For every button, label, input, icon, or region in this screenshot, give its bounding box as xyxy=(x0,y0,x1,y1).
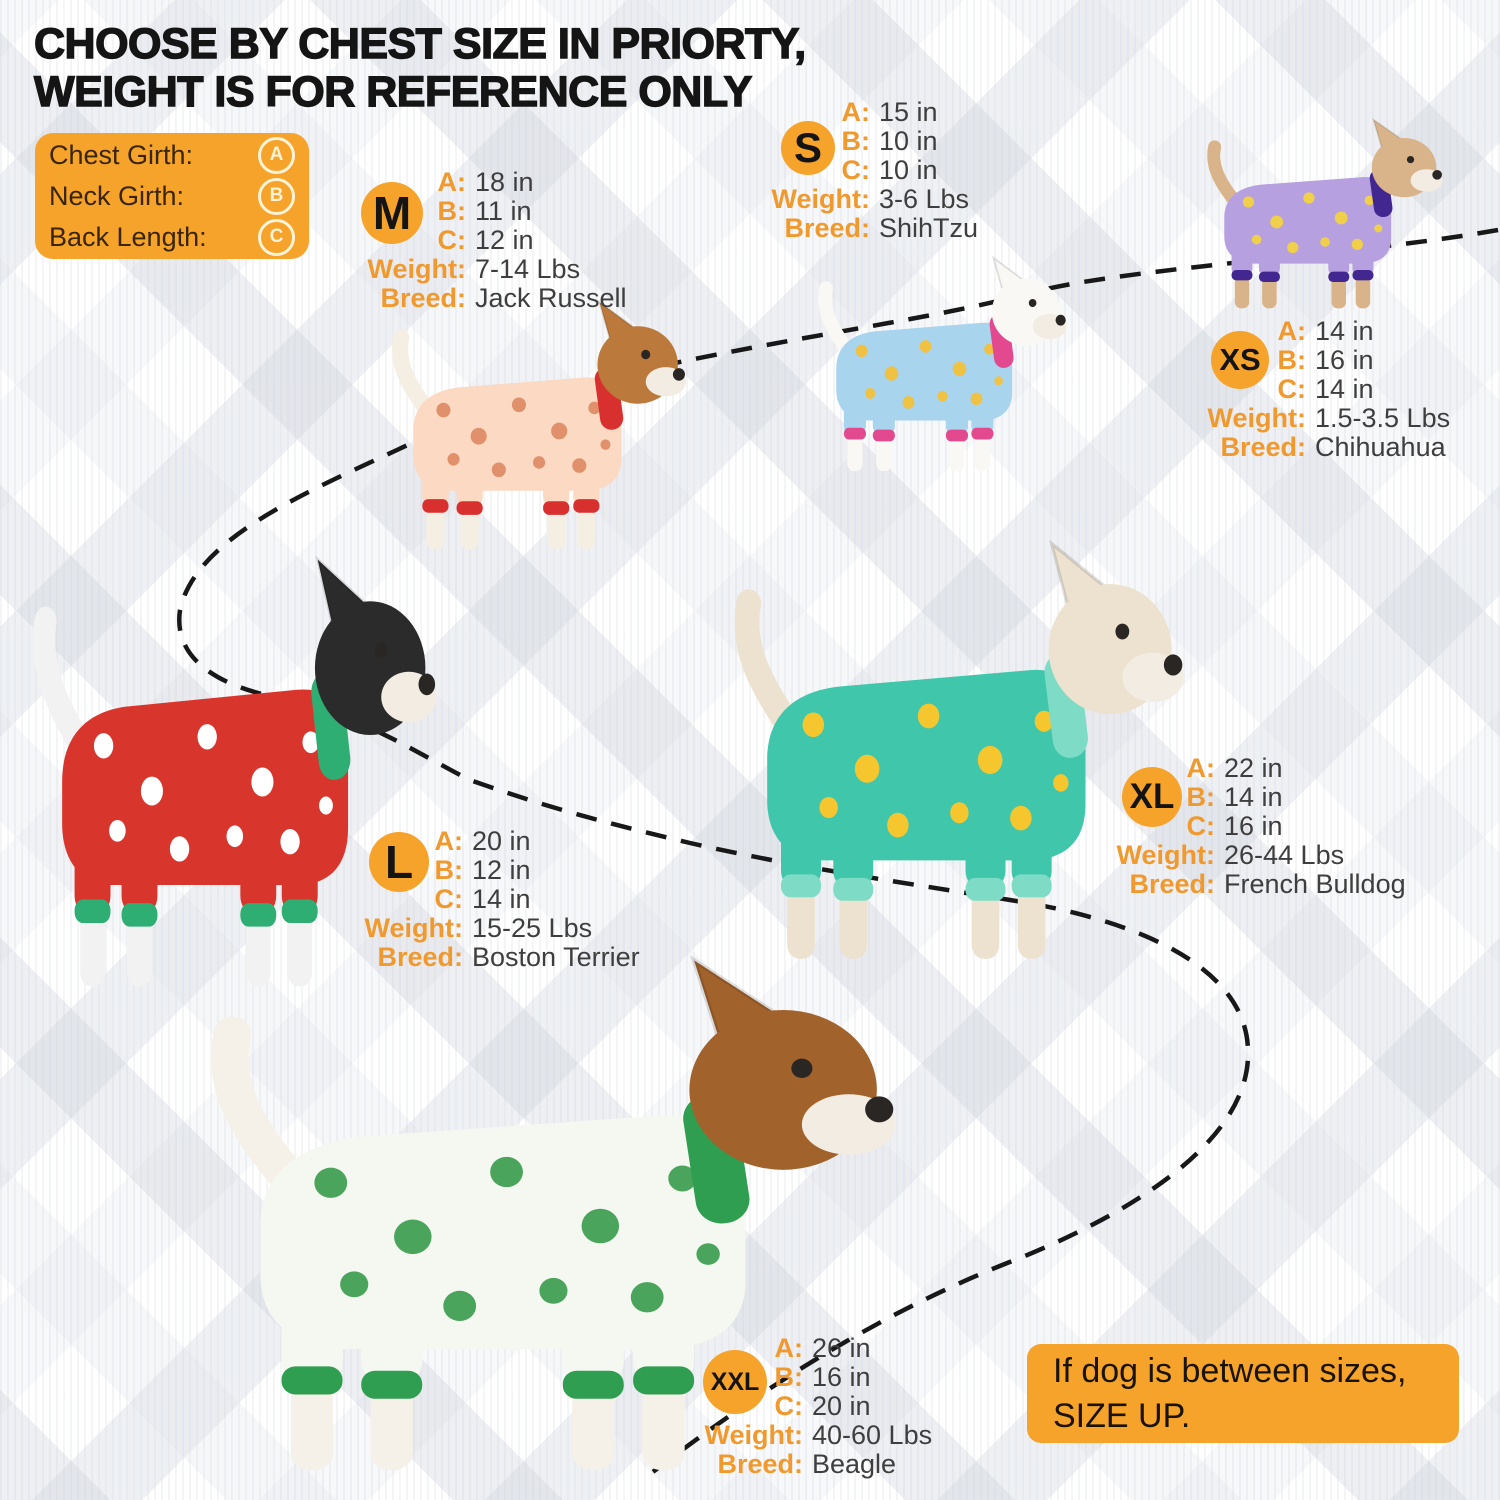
value-weight: 15-25 Lbs xyxy=(472,913,593,943)
value-neck-girth: 16 in xyxy=(1315,345,1374,375)
dog-photo-jack-russell xyxy=(368,300,690,562)
value-breed: ShihTzu xyxy=(879,213,979,243)
size-badge-xl: XL xyxy=(1122,767,1182,827)
size-specs-xl: A: 22 in B: 14 in C: 16 in Weight: 26-44 Lbs… xyxy=(1105,754,1406,899)
label-neck-girth: B: xyxy=(1186,782,1216,812)
legend-row-chest: Chest Girth: A xyxy=(49,136,295,174)
label-neck-girth: B: xyxy=(774,1362,804,1392)
size-badge-xs: XS xyxy=(1211,331,1269,389)
size-specs-s: A: 15 in B: 10 in C: 10 in Weight: 3-6 Lbs B… xyxy=(760,97,979,243)
label-breed: Breed: xyxy=(1220,432,1306,462)
label-back-length: C: xyxy=(1186,811,1216,841)
legend-label-back: Back Length: xyxy=(49,221,207,252)
value-weight: 26-44 Lbs xyxy=(1224,840,1345,870)
dog-photo-shihtzu xyxy=(798,256,1070,482)
value-chest-girth: 15 in xyxy=(879,97,938,127)
label-chest-girth: A: xyxy=(434,826,464,856)
value-back-length: 20 in xyxy=(812,1391,871,1421)
value-back-length: 14 in xyxy=(1315,374,1374,404)
size-badge-s: S xyxy=(781,121,835,175)
size-specs-xs: A: 14 in B: 16 in C: 14 in Weight: 1.5-3.5 L… xyxy=(1196,316,1451,462)
label-breed: Breed: xyxy=(717,1449,803,1479)
size-up-note-line2: SIZE UP. xyxy=(1053,1396,1191,1435)
value-weight: 7-14 Lbs xyxy=(475,254,581,284)
value-breed: Beagle xyxy=(812,1449,897,1479)
value-neck-girth: 11 in xyxy=(475,196,532,226)
value-breed: Jack Russell xyxy=(475,283,627,313)
size-badge-m: M xyxy=(361,182,423,244)
circled-a-icon: A xyxy=(258,136,295,174)
value-chest-girth: 20 in xyxy=(472,826,531,856)
circled-b-icon: B xyxy=(258,177,295,215)
dog-photo-chihuahua xyxy=(1188,118,1446,318)
label-breed: Breed: xyxy=(380,283,466,313)
label-weight: Weight: xyxy=(367,254,466,284)
label-chest-girth: A: xyxy=(1277,316,1307,346)
label-weight: Weight: xyxy=(771,184,870,214)
measurement-legend: Chest Girth: A Neck Girth: B Back Length… xyxy=(35,133,309,259)
legend-label-chest: Chest Girth: xyxy=(49,139,194,170)
circled-c-icon: C xyxy=(258,218,295,256)
value-breed: French Bulldog xyxy=(1224,869,1406,899)
value-back-length: 12 in xyxy=(475,225,534,255)
value-weight: 40-60 Lbs xyxy=(812,1420,933,1450)
label-breed: Breed: xyxy=(377,942,463,972)
size-specs-xxl: A: 26 in B: 16 in C: 20 in Weight: 40-60 Lbs… xyxy=(693,1333,933,1479)
label-weight: Weight: xyxy=(364,913,463,943)
value-chest-girth: 14 in xyxy=(1315,316,1374,346)
label-neck-girth: B: xyxy=(841,126,871,156)
size-up-note: If dog is between sizes, SIZE UP. xyxy=(1027,1344,1459,1443)
label-weight: Weight: xyxy=(1116,840,1215,870)
value-chest-girth: 18 in xyxy=(475,167,534,197)
label-weight: Weight: xyxy=(1207,403,1306,433)
label-chest-girth: A: xyxy=(437,167,467,197)
label-neck-girth: B: xyxy=(434,855,464,885)
legend-label-neck: Neck Girth: xyxy=(49,180,185,211)
label-chest-girth: A: xyxy=(774,1333,804,1363)
size-specs-l: A: 20 in B: 12 in C: 14 in Weight: 15-25 Lbs… xyxy=(353,827,640,972)
value-weight: 3-6 Lbs xyxy=(879,184,970,214)
page-title: CHOOSE BY CHEST SIZE IN PRIORTY, WEIGHT … xyxy=(33,19,807,117)
label-breed: Breed: xyxy=(784,213,870,243)
size-up-note-line1: If dog is between sizes, xyxy=(1053,1352,1407,1391)
label-weight: Weight: xyxy=(704,1420,803,1450)
label-back-length: C: xyxy=(1277,374,1307,404)
label-back-length: C: xyxy=(437,225,467,255)
label-neck-girth: B: xyxy=(437,196,467,226)
value-breed: Boston Terrier xyxy=(472,942,640,972)
label-chest-girth: A: xyxy=(1186,753,1216,783)
page-title-line2: WEIGHT IS FOR REFERENCE ONLY xyxy=(33,67,753,117)
value-neck-girth: 10 in xyxy=(879,126,938,156)
value-neck-girth: 16 in xyxy=(812,1362,871,1392)
value-neck-girth: 12 in xyxy=(472,855,531,885)
value-neck-girth: 14 in xyxy=(1224,782,1283,812)
size-badge-xxl: XXL xyxy=(703,1350,767,1414)
label-back-length: C: xyxy=(434,884,464,914)
value-weight: 1.5-3.5 Lbs xyxy=(1315,403,1451,433)
label-back-length: C: xyxy=(841,155,871,185)
value-breed: Chihuahua xyxy=(1315,432,1446,462)
value-back-length: 16 in xyxy=(1224,811,1283,841)
label-back-length: C: xyxy=(774,1391,804,1421)
legend-row-back: Back Length: C xyxy=(49,218,295,256)
size-specs-m: A: 18 in B: 11 in C: 12 in Weight: 7-14 Lbs … xyxy=(356,168,627,313)
label-neck-girth: B: xyxy=(1277,345,1307,375)
value-chest-girth: 22 in xyxy=(1224,753,1283,783)
legend-row-neck: Neck Girth: B xyxy=(49,177,295,215)
page-title-line1: CHOOSE BY CHEST SIZE IN PRIORTY, xyxy=(33,19,807,68)
value-back-length: 10 in xyxy=(879,155,938,185)
value-chest-girth: 26 in xyxy=(812,1333,871,1363)
size-badge-l: L xyxy=(369,832,429,892)
label-chest-girth: A: xyxy=(841,97,871,127)
label-breed: Breed: xyxy=(1129,869,1215,899)
value-back-length: 14 in xyxy=(472,884,531,914)
